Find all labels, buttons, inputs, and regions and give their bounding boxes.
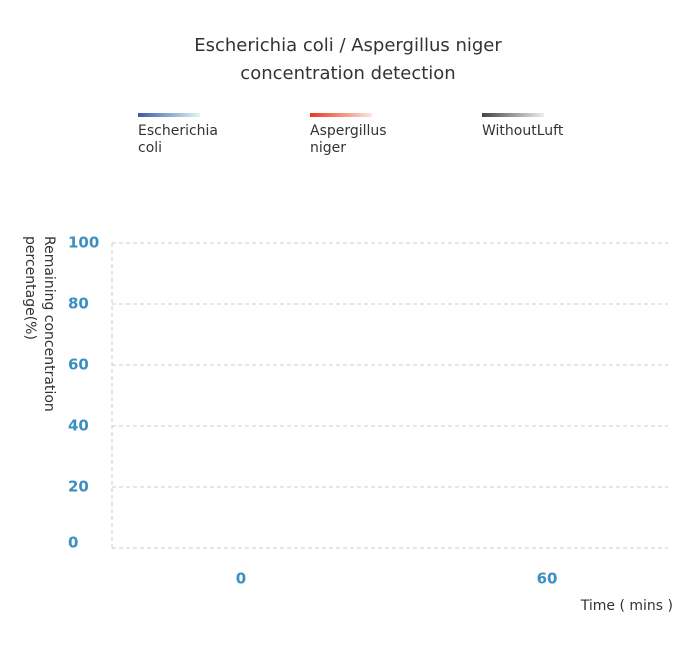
legend-item[interactable]: WithoutLuft [482,113,592,140]
legend-swatch [138,113,200,117]
legend-item[interactable]: Aspergillus niger [310,113,420,157]
y-tick-label: 100 [68,234,99,252]
y-axis-label: Remaining concentration percentage(%) [22,236,57,412]
legend-label: WithoutLuft [482,123,564,139]
legend-label: Aspergillus niger [310,123,387,156]
y-tick-label: 80 [68,295,89,313]
chart-title: Escherichia coli / Aspergillus niger con… [194,35,502,84]
legend-label: Escherichia coli [138,123,219,156]
x-tick-label: 0 [236,570,246,588]
legend-swatch [482,113,544,117]
x-axis-label: Time ( mins ) [580,598,673,614]
y-tick-label: 60 [68,356,89,374]
legend-swatch [310,113,372,117]
y-tick-label: 20 [68,478,89,496]
y-tick-label: 0 [68,534,78,552]
x-tick-label: 60 [537,570,558,588]
legend-item[interactable]: Escherichia coli [138,113,248,157]
y-tick-label: 40 [68,417,89,435]
